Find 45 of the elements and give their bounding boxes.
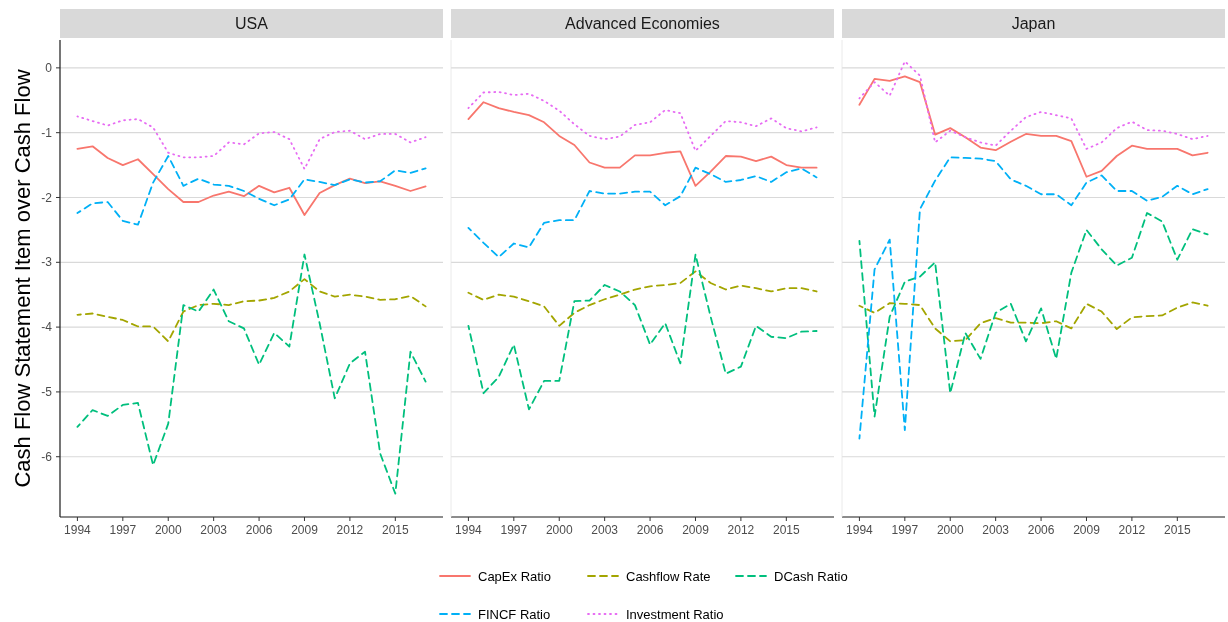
x-tick-label: 2003 [200,523,228,537]
legend-label: Investment Ratio [626,606,724,622]
legend-label: FINCF Ratio [478,606,551,622]
x-tick-label: 1994 [64,523,92,537]
x-tick-label: 1997 [109,523,137,537]
x-tick-label: 2003 [591,523,619,537]
y-axis-title: Cash Flow Statement Item over Cash Flow [10,69,35,488]
x-tick-label: 2009 [291,523,319,537]
x-tick-label: 2000 [154,523,182,537]
line-series [76,145,427,216]
legend-label: Cashflow Rate [626,568,711,584]
y-tick-label: -3 [41,255,53,270]
x-tick-label: 2012 [727,523,755,537]
x-tick-label: 2006 [1027,523,1055,537]
y-tick-label: -6 [41,449,53,464]
x-tick-label: 1994 [455,523,483,537]
chart-title: Advanced Economies [565,15,720,32]
x-tick-label: 2015 [381,523,409,537]
x-tick-label: 2006 [245,523,273,537]
x-tick-label: 1997 [500,523,528,537]
x-tick-label: 2015 [1163,523,1191,537]
x-tick-label: 2003 [982,523,1010,537]
legend-label: DCash Ratio [774,568,848,584]
x-tick-label: 2000 [936,523,964,537]
x-tick-label: 2006 [636,523,664,537]
x-tick-label: 1994 [846,523,874,537]
y-tick-label: -5 [41,385,53,400]
line-series [76,278,427,343]
legend-label: CapEx Ratio [478,568,551,584]
y-tick-label: -1 [41,125,53,140]
x-tick-label: 1997 [891,523,919,537]
x-tick-label: 2015 [772,523,800,537]
y-tick-label: -2 [41,190,53,205]
x-tick-label: 2009 [1073,523,1101,537]
line-series [76,115,427,170]
x-tick-label: 2009 [682,523,710,537]
x-tick-label: 2012 [1118,523,1146,537]
x-tick-label: 2012 [336,523,364,537]
chart-title: Japan [1011,15,1056,32]
y-tick-label: 0 [45,61,53,76]
y-tick-label: -4 [41,320,53,335]
x-tick-label: 2000 [545,523,573,537]
chart-title: USA [235,15,269,32]
line-series [76,253,427,495]
line-series [76,155,427,226]
